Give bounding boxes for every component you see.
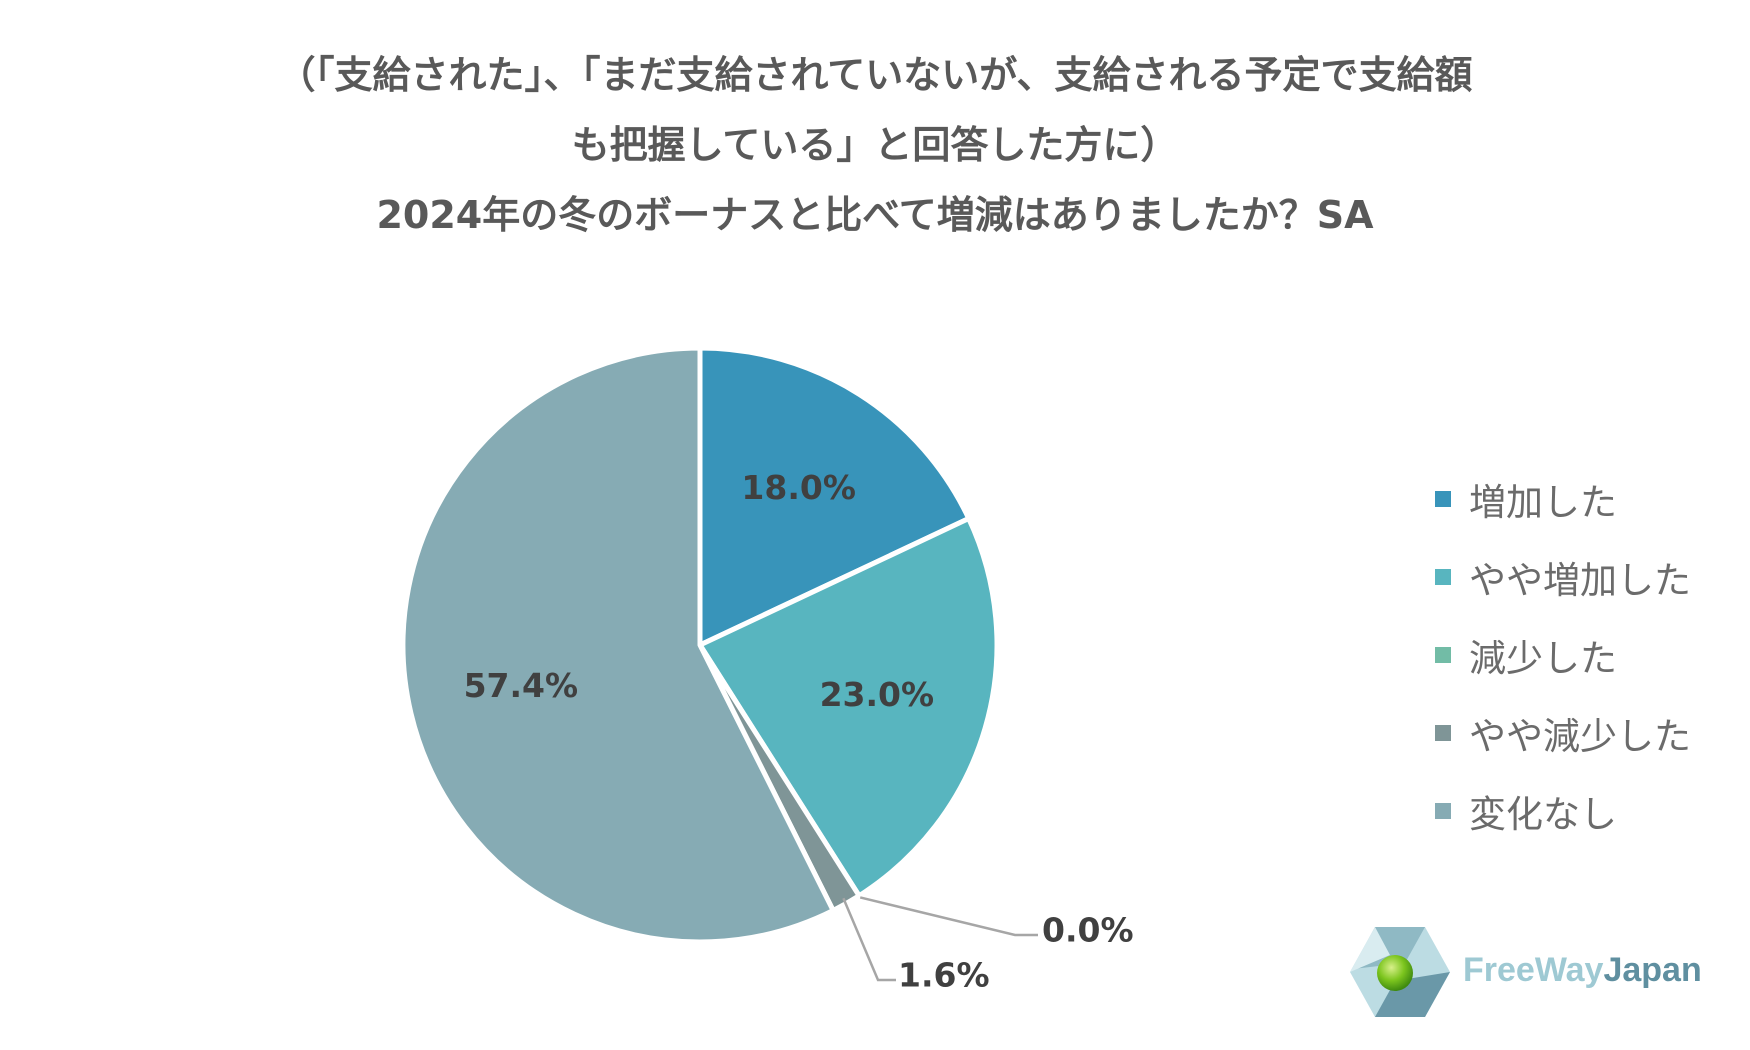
legend-item: 変化なし [1435,772,1735,850]
data-label: 23.0% [820,675,935,714]
leader-line [842,897,896,982]
title-line-2: も把握している」と回答した方に） [571,123,1179,167]
legend-item: やや減少した [1435,694,1735,772]
title-line-3: 2024年の冬のボーナスと比べて増減はありましたか？SA [376,193,1374,237]
logo-text: FreeWayJapan [1463,951,1702,990]
data-label: 0.0% [1042,911,1134,950]
logo-text-japan: Japan [1603,951,1702,989]
freewayjapan-logo-icon [1350,927,1450,1017]
legend-label: やや増加した [1469,559,1691,602]
data-label: 57.4% [464,666,579,705]
legend-swatch [1435,725,1451,741]
data-labels: 18.0% 23.0% 57.4% 0.0% 1.6% [464,468,1134,994]
legend-item: 減少した [1435,616,1735,694]
pie-slices [400,345,1000,945]
data-label: 18.0% [741,468,856,507]
pie-slice [697,345,972,648]
leader-lines [842,896,1038,982]
legend-swatch [1435,647,1451,663]
legend-swatch [1435,491,1451,507]
logo-text-freeway: FreeWay [1463,951,1604,989]
title-line-1: （「支給された」、「まだ支給されていないが、支給される予定で支給額 [277,53,1473,97]
data-label: 1.6% [898,956,990,995]
pie-slice [400,345,836,945]
legend-label: 変化なし [1469,793,1617,836]
legend-swatch [1435,569,1451,585]
legend-label: 減少した [1469,637,1617,680]
chart-title: （「支給された」、「まだ支給されていないが、支給される予定で支給額 も把握してい… [150,40,1600,250]
legend-item: 増加した [1435,460,1735,538]
leader-line [859,896,1038,937]
legend-item: やや増加した [1435,538,1735,616]
pie-slice [697,516,1000,899]
legend-swatch [1435,803,1451,819]
legend: 増加した やや増加した 減少した やや減少した 変化なし [1435,460,1735,850]
legend-label: 増加した [1469,481,1617,524]
freewayjapan-logo: FreeWayJapan [1345,925,1725,1020]
legend-label: やや減少した [1469,715,1691,758]
